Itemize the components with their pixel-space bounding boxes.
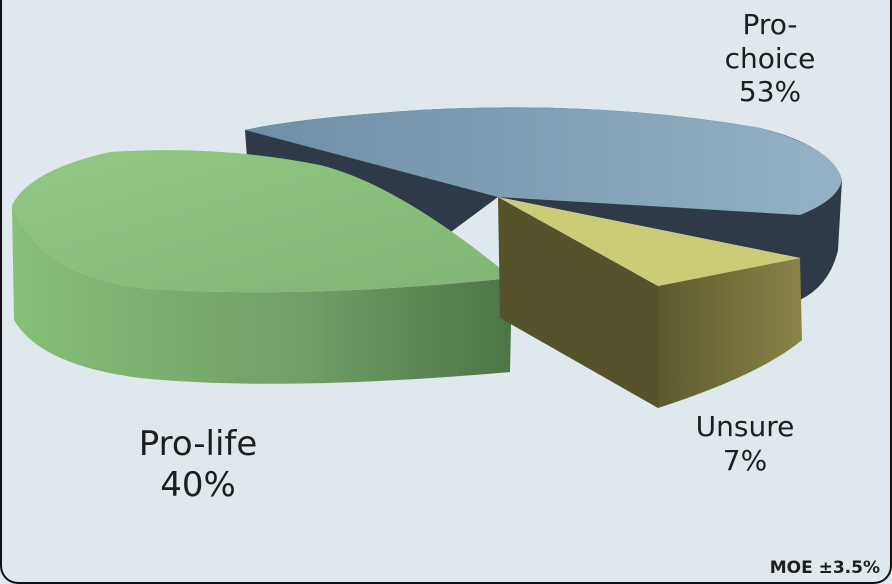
slice-pro-life-top bbox=[12, 150, 512, 293]
label-pro-choice: Pro- choice 53% bbox=[700, 8, 840, 109]
slice-unsure-left-side bbox=[498, 197, 658, 408]
label-pro-life-value: 40% bbox=[160, 464, 236, 505]
label-pro-choice-value: 53% bbox=[738, 75, 802, 109]
slice-unsure bbox=[498, 197, 802, 408]
slice-unsure-front-side bbox=[658, 258, 802, 408]
label-pro-life: Pro-life 40% bbox=[118, 424, 278, 506]
slice-pro-choice bbox=[245, 107, 842, 300]
slice-pro-life-side bbox=[12, 205, 512, 384]
label-unsure: Unsure 7% bbox=[680, 410, 810, 477]
slice-pro-choice-top bbox=[245, 107, 842, 215]
label-pro-choice-line1: Pro- bbox=[742, 8, 798, 41]
label-unsure-value: 7% bbox=[722, 443, 768, 477]
slice-unsure-top bbox=[498, 197, 800, 286]
margin-of-error-note: MOE ±3.5% bbox=[769, 558, 880, 578]
label-pro-life-name: Pro-life bbox=[138, 424, 258, 464]
label-unsure-name: Unsure bbox=[695, 410, 795, 443]
slice-pro-life bbox=[12, 150, 512, 384]
label-pro-choice-line2: choice bbox=[724, 41, 816, 75]
